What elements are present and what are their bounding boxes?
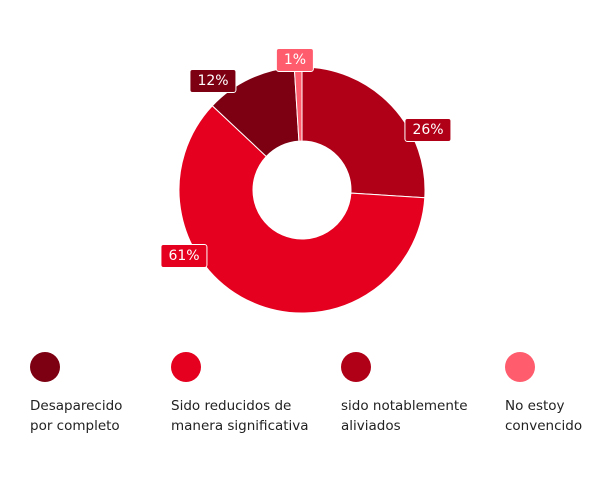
legend-text: Sido reducidos de manera significativa	[171, 398, 309, 434]
legend-item-aliviados: sido notablemente aliviados	[341, 352, 501, 436]
data-label-12: 12%	[189, 69, 237, 93]
data-label-26: 26%	[404, 118, 452, 142]
legend-dot	[30, 352, 60, 382]
legend-item-reducidos: Sido reducidos de manera significativa	[171, 352, 331, 436]
legend-text: No estoy convencido	[505, 398, 583, 434]
legend-dot	[341, 352, 371, 382]
data-label-61: 61%	[160, 244, 208, 268]
legend-item-no-convencido: No estoy convencido	[505, 352, 616, 436]
legend-text: sido notablemente aliviados	[341, 398, 468, 434]
data-label-1: 1%	[275, 48, 315, 72]
legend-text: Desaparecido por completo	[30, 398, 123, 434]
legend-dot	[171, 352, 201, 382]
donut-slice-0	[301, 66, 426, 199]
legend-dot	[505, 352, 535, 382]
legend-item-desaparecido: Desaparecido por completo	[30, 352, 190, 436]
donut-slice-1	[178, 105, 426, 314]
